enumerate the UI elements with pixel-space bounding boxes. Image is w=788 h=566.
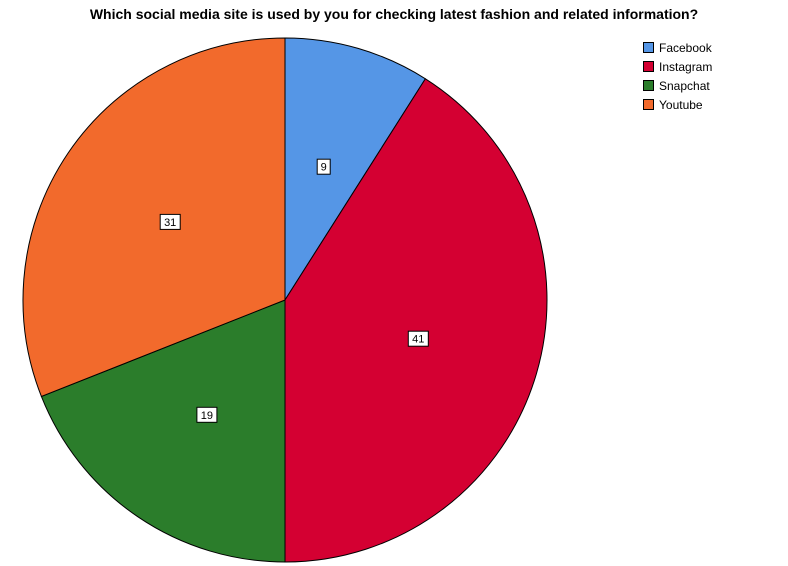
- legend-label-facebook: Facebook: [659, 40, 712, 55]
- pie-slice-youtube: [22, 37, 286, 398]
- legend-swatch-facebook: [643, 42, 654, 53]
- pie-slice-snapchat: [40, 299, 286, 563]
- data-label-youtube: 31: [159, 213, 181, 230]
- data-label-snapchat: 19: [196, 406, 218, 423]
- legend-label-youtube: Youtube: [659, 97, 703, 112]
- data-label-instagram: 41: [407, 330, 429, 347]
- legend-label-instagram: Instagram: [659, 59, 713, 74]
- pie-slice-facebook: [284, 37, 427, 302]
- legend-label-snapchat: Snapchat: [659, 78, 710, 93]
- legend-item-instagram: Instagram: [643, 57, 712, 76]
- data-label-box-facebook: [316, 158, 331, 175]
- legend-swatch-youtube: [643, 99, 654, 110]
- pie-data-labels: 9 41 19 31: [159, 158, 429, 423]
- data-label-text-snapchat: 19: [201, 410, 213, 422]
- data-label-box-youtube: [159, 213, 181, 230]
- data-label-box-snapchat: [196, 406, 218, 423]
- data-label-text-youtube: 31: [164, 217, 176, 229]
- legend: Facebook Instagram Snapchat Youtube: [643, 38, 712, 114]
- data-label-box-instagram: [407, 330, 429, 347]
- data-label-text-facebook: 9: [321, 162, 327, 174]
- pie-slices: [22, 37, 548, 563]
- chart-title: Which social media site is used by you f…: [89, 6, 699, 22]
- legend-item-youtube: Youtube: [643, 95, 712, 114]
- pie-slice-instagram: [284, 78, 548, 563]
- data-label-text-instagram: 41: [412, 334, 424, 346]
- legend-item-snapchat: Snapchat: [643, 76, 712, 95]
- legend-swatch-snapchat: [643, 80, 654, 91]
- data-label-facebook: 9: [316, 158, 331, 175]
- legend-item-facebook: Facebook: [643, 38, 712, 57]
- legend-swatch-instagram: [643, 61, 654, 72]
